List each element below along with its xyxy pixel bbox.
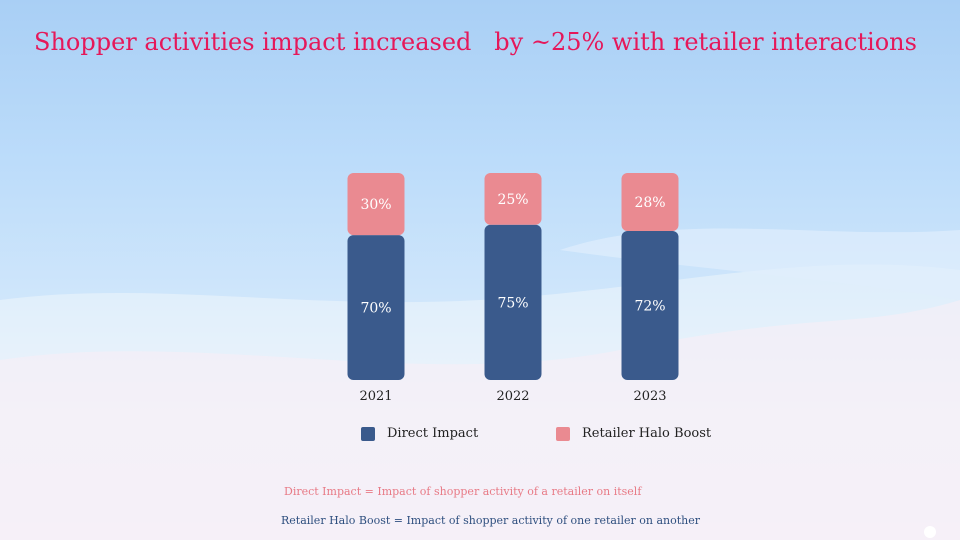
slide-title: Shopper activities impact increased by ~… [34,28,917,56]
legend-item-direct-impact: Direct Impact [361,426,478,441]
bar-label-direct-2022: 75% [497,295,528,311]
legend-swatch-halo [556,426,570,441]
x-tick-label-2021: 2021 [359,389,392,404]
legend-label-halo: Retailer Halo Boost [582,426,712,441]
definition-retailer-halo-boost: Retailer Halo Boost = Impact of shopper … [281,514,701,527]
legend-label-direct: Direct Impact [387,426,479,441]
definition-direct-impact: Direct Impact = Impact of shopper activi… [284,485,642,498]
stacked-bar-chart: 70% 30% 2021 75% 25% 2022 72% 28% 2023 [347,173,679,404]
bar-direct-2021 [347,235,405,380]
bar-label-halo-2023: 28% [634,195,665,211]
legend: Direct Impact Retailer Halo Boost [0,426,960,446]
bar-halo-2023 [621,173,679,231]
bar-label-direct-2021: 70% [360,301,391,317]
x-tick-label-2023: 2023 [633,389,666,404]
legend-item-retailer-halo-boost: Retailer Halo Boost [556,426,711,441]
bar-halo-2021 [347,173,405,236]
bar-label-halo-2021: 30% [360,197,391,213]
x-tick-label-2022: 2022 [496,389,529,404]
decorative-dot [924,526,936,538]
bar-halo-2022 [484,173,542,225]
bar-label-halo-2022: 25% [497,192,528,208]
bar-direct-2022 [484,224,542,380]
bar-direct-2023 [621,230,679,380]
bar-label-direct-2023: 72% [634,298,665,314]
legend-swatch-direct [361,426,375,441]
